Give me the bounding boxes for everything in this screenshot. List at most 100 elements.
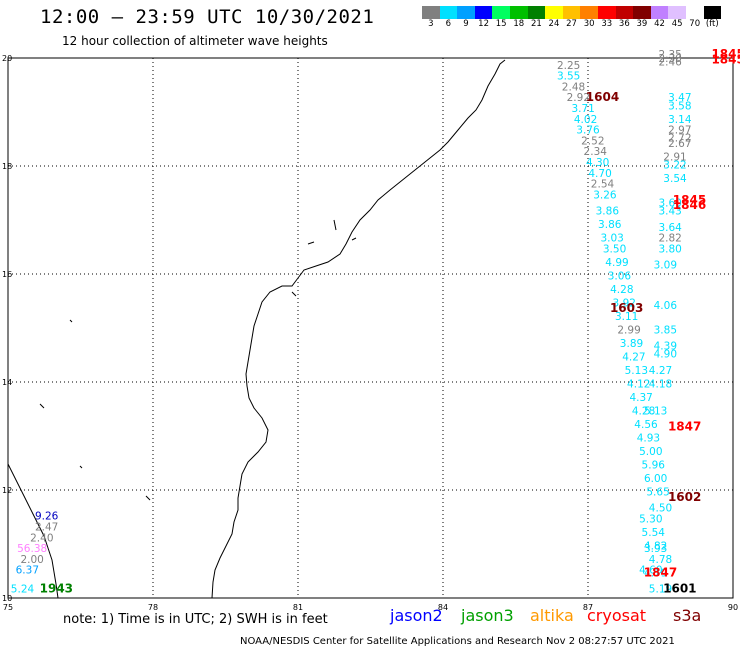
wave-height-value: 3.06 [608, 270, 632, 282]
scale-label: 18 [513, 19, 525, 29]
wave-height-value: 3.89 [620, 338, 643, 350]
lat-tick-label: 18 [2, 162, 12, 171]
wave-height-value: 2.99 [617, 324, 640, 336]
wave-height-value: 2.35 [658, 49, 681, 61]
wave-height-value: 4.28 [610, 284, 633, 296]
pass-time-label: 1845 [673, 193, 706, 207]
wave-height-value: 4.56 [634, 419, 658, 431]
scale-swatch [580, 6, 598, 19]
scale-label: 39 [636, 19, 648, 29]
wave-height-value: 3.55 [557, 71, 580, 83]
wave-height-value: 5.30 [639, 513, 662, 525]
wave-height-value: 4.06 [654, 300, 678, 312]
lat-tick-label: 10 [2, 594, 12, 603]
scale-swatch [597, 6, 616, 19]
scale-label: 21 [530, 19, 542, 29]
wave-height-value: 5.13 [625, 365, 648, 377]
scale-swatch [474, 6, 493, 19]
wave-height-value: 2.54 [591, 179, 615, 191]
lon-tick-label: 75 [3, 603, 13, 612]
scale-label: 24 [548, 19, 560, 29]
coastline-southwest [7, 463, 59, 599]
wave-height-value: 3.92 [613, 297, 636, 309]
lat-tick-label: 14 [2, 378, 12, 387]
wave-height-value: 3.11 [615, 311, 638, 323]
legend-entry-jason3: jason3 [461, 606, 514, 625]
wave-height-value: 4.27 [622, 351, 645, 363]
wave-height-value: 5.96 [642, 459, 666, 471]
pass-time-label: 1601 [663, 582, 696, 596]
wave-height-value: 2.92 [567, 92, 590, 104]
wave-height-value: 2.00 [20, 554, 43, 566]
lat-tick-label: 20 [2, 54, 12, 63]
coastline [7, 59, 506, 599]
pass-time-label: 1846 [673, 198, 706, 212]
wave-height-value: 3.80 [658, 243, 681, 255]
map-title: 12:00 – 23:59 UTC 10/30/2021 [40, 6, 375, 28]
scale-label: 6 [445, 19, 452, 29]
wave-height-value: 3.09 [654, 260, 677, 272]
scale-label: 42 [654, 19, 665, 29]
footnote: note: 1) Time is in UTC; 2) SWH is in fe… [63, 612, 328, 627]
scale-swatch [562, 6, 581, 19]
credit-line: NOAA/NESDIS Center for Satellite Applica… [240, 636, 675, 647]
scale-label: 30 [583, 19, 595, 29]
pass-time-label: 1604 [586, 90, 619, 104]
scale-label: 9 [463, 19, 469, 29]
pass-time-label: 1845 [711, 47, 740, 61]
lat-tick-label: 16 [2, 270, 12, 279]
scale-swatch [703, 6, 722, 19]
color-scale: 3 6 9 12 15 18 21 24 27 30 33 36 39 42 45 70 (ft) [422, 6, 722, 29]
lon-tick-label: 84 [438, 603, 448, 612]
island-marks [39, 219, 357, 501]
wave-height-value: 3.76 [576, 125, 600, 137]
wave-height-value: 4.30 [586, 157, 609, 169]
legend-entry-cryosat: cryosat [587, 606, 647, 625]
wave-height-value: 4.70 [588, 168, 611, 180]
scale-label: 33 [601, 19, 613, 29]
map-grid [8, 58, 733, 598]
wave-height-value: 4.90 [654, 349, 677, 361]
wave-height-value: 3.86 [596, 206, 620, 218]
wave-height-value: 2.48 [562, 81, 585, 93]
wave-height-value: 5.00 [639, 446, 662, 458]
color-scale-labels: 3 6 9 12 15 18 21 24 27 30 33 36 39 42 45 70 (ft) [422, 19, 721, 29]
map-tick-labels: 75 78 81 84 87 90 20 18 16 14 12 10 [2, 54, 738, 612]
wave-height-value: 4.50 [649, 503, 672, 515]
legend-entry-jason2: jason2 [390, 606, 443, 625]
scale-swatch [545, 6, 563, 19]
pass-time-label: 1845 [711, 52, 740, 66]
lon-tick-label: 90 [728, 603, 738, 612]
wave-height-value: 4.18 [649, 378, 672, 390]
wave-height-value: 4.02 [574, 114, 597, 126]
wave-height-value: 4.60 [639, 565, 662, 577]
scale-swatch [668, 6, 686, 19]
wave-height-value: 3.03 [600, 233, 623, 245]
wave-height-value: 2.82 [658, 233, 681, 245]
wave-height-value: 3.54 [663, 173, 687, 185]
wave-height-value: 2.52 [581, 135, 604, 147]
scale-label: 15 [495, 19, 507, 29]
pass-time-label: 1943 [40, 582, 73, 596]
wave-height-value: 4.12 [627, 378, 650, 390]
wave-height-value: 6.37 [16, 565, 39, 577]
wave-height-value: 2.91 [663, 152, 686, 164]
scale-swatch [633, 6, 651, 19]
scale-label: 3 [428, 19, 434, 29]
wave-height-value: 2.46 [658, 57, 682, 69]
wave-height-value: 2.34 [584, 146, 608, 158]
wave-height-readings: 2.352.302.46 2.253.552.482.923.714.023.76… [11, 49, 692, 596]
scale-swatch [509, 6, 528, 19]
scale-label: 27 [566, 19, 577, 29]
scale-label: 70 [689, 19, 701, 29]
wave-height-value: 3.86 [598, 219, 622, 231]
color-scale-swatches [422, 6, 722, 19]
wave-height-value: 3.58 [668, 100, 691, 112]
map-subtitle: 12 hour collection of altimeter wave hei… [62, 34, 328, 48]
wave-height-value: 3.71 [571, 103, 594, 115]
pass-time-label: 1847 [644, 565, 677, 579]
wave-height-value: 5.13 [644, 405, 667, 417]
scale-swatch [492, 6, 510, 19]
wave-height-value: 2.25 [557, 60, 580, 72]
